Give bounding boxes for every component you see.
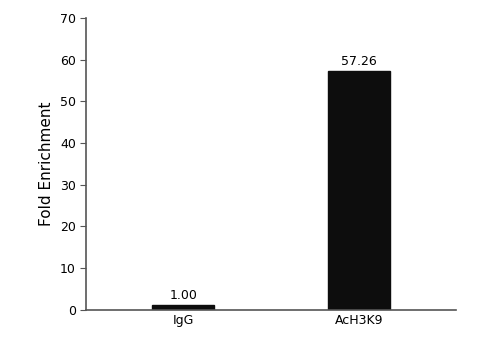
Text: 57.26: 57.26 [341,55,377,68]
Bar [152,305,214,310]
Y-axis label: Fold Enrichment: Fold Enrichment [39,102,54,226]
Text: 1.00: 1.00 [169,289,197,302]
Bar [328,71,390,310]
